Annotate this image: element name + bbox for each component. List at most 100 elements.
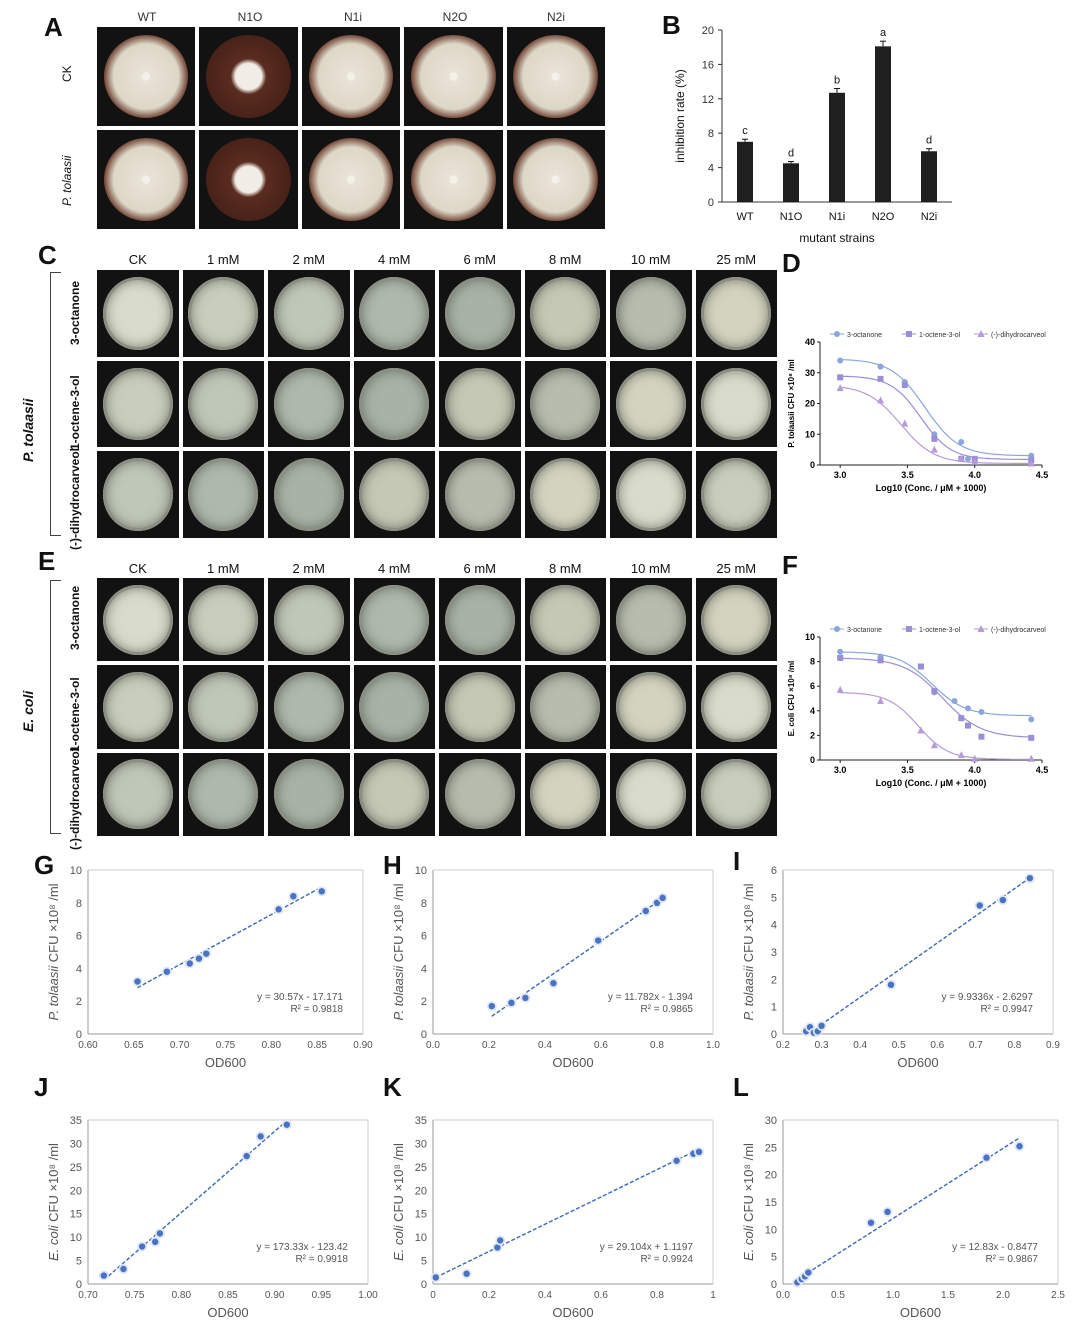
data-point <box>488 1002 495 1010</box>
x-tick-label: 3.5 <box>901 765 914 775</box>
plate-image <box>199 27 298 126</box>
data-point <box>877 375 884 382</box>
data-point <box>156 1230 164 1237</box>
x-axis-label: mutant strains <box>799 231 874 245</box>
y-axis-label: P. tolaasii CFU ×10⁸ /ml <box>46 883 61 1020</box>
plate-image <box>97 130 196 229</box>
plate-image <box>695 665 777 749</box>
x-axis-label: Log10 (Conc. / μM + 1000) <box>876 483 987 493</box>
legend-label: 3-octanone <box>847 627 882 634</box>
y-tick-label: 0 <box>421 1029 427 1041</box>
data-point <box>1026 875 1034 882</box>
data-point <box>1028 734 1035 741</box>
x-tick-label: 2.5 <box>1051 1290 1065 1301</box>
data-point <box>901 382 908 389</box>
data-point <box>930 741 938 749</box>
y-tick-label: 10 <box>70 1232 82 1244</box>
data-point <box>653 899 661 906</box>
x-axis-label: OD600 <box>205 1055 246 1070</box>
plate-image <box>524 665 606 749</box>
data-point <box>243 1152 250 1160</box>
y-axis-label-units: CFU ×10⁸ /ml <box>741 883 756 966</box>
x-tick-label: 3.0 <box>834 470 847 480</box>
x-tick-label: 0.2 <box>482 1290 496 1301</box>
plate-image <box>353 752 435 836</box>
data-point <box>100 1272 108 1279</box>
x-tick-label: 1.5 <box>941 1290 955 1301</box>
x-tick-label: 0.95 <box>312 1290 332 1301</box>
legend-label: 3-octanone <box>847 332 882 339</box>
y-tick-label: 30 <box>805 368 815 378</box>
y-tick-label: 2 <box>771 974 777 986</box>
data-point <box>550 979 557 987</box>
x-tick-label: 0.6 <box>594 1040 608 1051</box>
panel-c-bracket <box>50 272 61 536</box>
y-tick-label: 5 <box>771 892 777 904</box>
x-tick-label: 0.0 <box>426 1040 440 1051</box>
trend-line <box>491 897 663 1017</box>
x-tick-label: 0.5 <box>831 1290 845 1301</box>
y-axis-label-units: CFU ×10⁸ /ml <box>391 1143 406 1226</box>
x-tick-label: 0.8 <box>650 1290 664 1301</box>
panel-e-row-dihydrocarveol: (-)-dihydrocarveol <box>68 747 82 850</box>
y-tick-label: 6 <box>76 931 82 943</box>
data-point <box>497 1237 504 1244</box>
data-point <box>695 1148 703 1156</box>
plate-image <box>268 578 350 662</box>
y-tick-label: 30 <box>765 1115 777 1127</box>
y-tick-label: 2 <box>76 996 82 1008</box>
r-squared: R² = 0.9818 <box>290 1004 343 1015</box>
x-tick-label: 0.8 <box>650 1040 664 1051</box>
y-tick-label: 5 <box>76 1256 82 1268</box>
bar <box>921 151 937 202</box>
r-squared: R² = 0.9924 <box>640 1254 693 1265</box>
fit-curve <box>840 657 1032 738</box>
fit-curve <box>840 651 1032 717</box>
data-point <box>522 994 529 1002</box>
x-tick-label: 0.5 <box>892 1040 906 1051</box>
plate-image <box>97 27 196 126</box>
y-tick-label: 4 <box>76 963 82 975</box>
data-point <box>432 1274 439 1281</box>
data-point <box>977 625 985 632</box>
plate-image <box>301 27 401 126</box>
data-point <box>887 981 895 988</box>
y-tick-label: 0 <box>771 1279 777 1291</box>
plate-image <box>268 360 350 448</box>
y-tick-label: 40 <box>805 337 815 347</box>
panel-label-g: G <box>34 850 55 880</box>
panel-e-plate-grid <box>97 578 777 836</box>
concentration-header: 2 mM <box>292 252 326 267</box>
plate-image <box>353 578 435 662</box>
y-tick-label: 30 <box>70 1138 82 1150</box>
y-tick-label: 15 <box>415 1209 427 1221</box>
y-tick-label: 4 <box>771 920 777 932</box>
data-point <box>195 955 203 962</box>
y-tick-label: 10 <box>805 429 815 439</box>
trend-line <box>435 1148 700 1279</box>
panel-label-j: J <box>34 1072 49 1102</box>
x-axis-label: Log10 (Conc. / μM + 1000) <box>876 778 987 788</box>
y-tick-label: 0 <box>421 1279 427 1291</box>
bar <box>875 46 891 203</box>
panel-label-b: B <box>662 10 681 40</box>
x-tick-label: 0.70 <box>78 1290 98 1301</box>
x-tick-label: 0.75 <box>125 1290 145 1301</box>
x-tick-label: 0.4 <box>538 1040 552 1051</box>
y-tick-label: 20 <box>765 1170 777 1182</box>
x-tick-label: 0.4 <box>853 1040 867 1051</box>
plate-image <box>524 578 606 662</box>
panel-label-e: E <box>38 546 56 576</box>
data-point <box>957 454 965 462</box>
significance-letter: c <box>742 125 748 137</box>
panel-label-f: F <box>782 550 798 580</box>
r-squared: R² = 0.9865 <box>640 1004 693 1015</box>
plate-image <box>695 752 777 836</box>
fit-curve <box>840 692 1032 760</box>
x-tick-label: 0.85 <box>218 1290 238 1301</box>
plate-image <box>439 752 521 836</box>
x-tick-label: 0.0 <box>776 1290 790 1301</box>
x-tick-label: 0.6 <box>930 1040 944 1051</box>
x-tick-label: 0.70 <box>170 1040 190 1051</box>
x-tick-label: 2.0 <box>996 1290 1010 1301</box>
